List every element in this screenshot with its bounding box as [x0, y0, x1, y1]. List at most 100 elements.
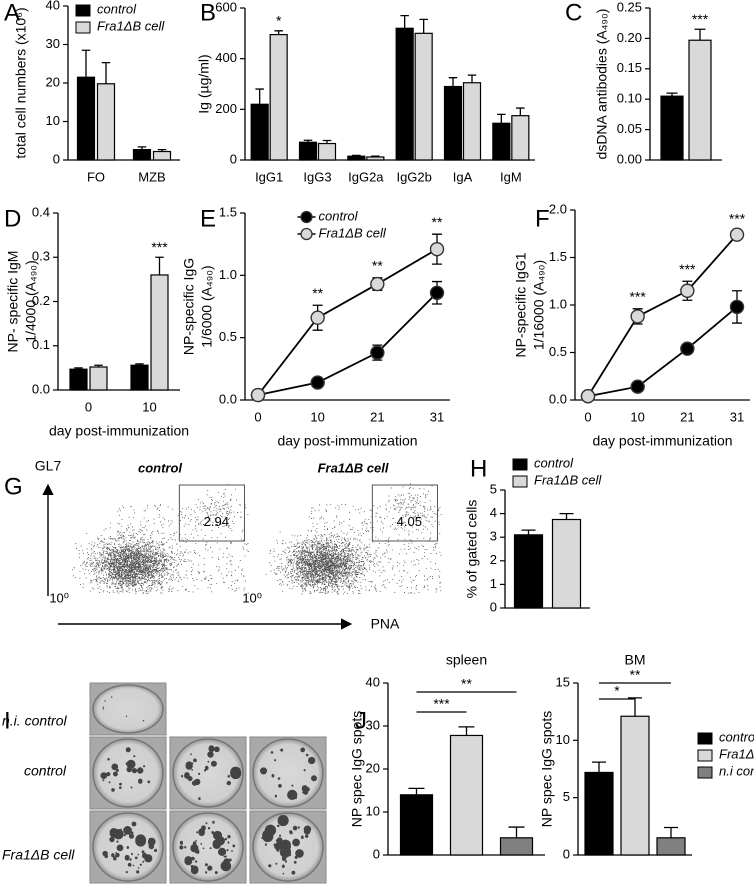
panel-letter: I	[4, 707, 11, 734]
well	[92, 738, 164, 808]
error-bar	[559, 512, 574, 520]
y-tick-label: 0.4	[32, 204, 50, 219]
marker	[429, 285, 445, 300]
y-tick-label: 0.25	[617, 0, 642, 14]
y-axis-label: Ig (µg/ml)	[196, 54, 212, 113]
scatter-dots	[72, 484, 249, 595]
y-tick-label: 2	[490, 552, 497, 567]
bar	[250, 103, 269, 161]
gate	[371, 484, 438, 542]
significance: *	[276, 13, 282, 29]
panel-letter: H	[470, 455, 487, 482]
error-bar	[521, 529, 536, 535]
y-tick-label: 0.10	[617, 91, 642, 106]
legend-swatch	[697, 749, 713, 762]
y-tick-label: 10	[366, 803, 380, 818]
legend-label: control	[319, 208, 359, 223]
bar	[513, 534, 544, 609]
legend-label: control	[534, 455, 574, 470]
y-tick-label: 0.0	[219, 391, 237, 406]
x-tick-label: IgM	[500, 169, 522, 184]
y-tick-label: 0.00	[617, 151, 642, 166]
bar	[395, 27, 414, 161]
y-tick-label: 30	[46, 36, 60, 51]
line	[257, 292, 438, 396]
error-bar	[664, 826, 678, 838]
legend-label: Fra1ΔB cell	[719, 746, 754, 761]
significance: ***	[729, 211, 746, 227]
error-bar	[497, 113, 506, 124]
x-tick-label: IgG2a	[348, 169, 384, 184]
line	[587, 306, 738, 398]
legend-label: control	[97, 1, 137, 16]
significance: **	[630, 667, 641, 683]
y-tick-label: 0	[563, 846, 570, 861]
x-tick-label: 21	[370, 409, 384, 424]
chart-title: BM	[625, 652, 646, 668]
y-tick-label: 1.0	[219, 267, 237, 282]
y-tick-label: 1	[490, 576, 497, 591]
y-tick-label: 0.5	[219, 329, 237, 344]
y-tick-label: 0.05	[617, 121, 642, 136]
significance: **	[372, 258, 383, 274]
well	[172, 812, 244, 882]
spots	[181, 745, 242, 801]
marker	[680, 283, 695, 298]
bar	[511, 115, 530, 161]
y-tick-label: 0	[373, 846, 380, 861]
panel-letter: B	[200, 0, 216, 26]
y-tick-label: 0.20	[617, 30, 642, 45]
legend-label: control	[719, 729, 754, 744]
legend-swatch	[697, 766, 713, 779]
marker	[630, 379, 645, 394]
x-tick-label: FO	[87, 169, 105, 184]
bar	[492, 122, 511, 161]
x-axis-label: day post-immunization	[49, 423, 189, 439]
panel-letter: D	[4, 205, 21, 232]
marker	[370, 276, 385, 292]
error-bar	[274, 30, 283, 35]
error-bar	[137, 146, 147, 150]
marker	[580, 389, 596, 404]
error-bar	[408, 787, 425, 795]
axis-tick-label: 10⁰	[49, 590, 69, 605]
error-bar	[322, 139, 332, 144]
spots	[261, 815, 312, 875]
x-tick-label: 21	[680, 409, 694, 424]
panel-letter: G	[4, 473, 23, 500]
marker	[370, 345, 385, 360]
error-bar	[101, 61, 111, 84]
error-bar	[666, 92, 678, 97]
x-tick-label: IgG3	[303, 169, 331, 184]
y-tick-label: 20	[366, 760, 380, 775]
error-bar	[371, 155, 380, 157]
bar	[660, 95, 684, 161]
marker	[630, 309, 645, 324]
bar	[462, 82, 482, 161]
x-tick-label: 31	[430, 409, 444, 424]
error-bar	[155, 256, 164, 275]
legend-marker	[300, 210, 313, 224]
panel-letter: C	[565, 0, 582, 26]
y-tick-label: 0.15	[617, 60, 642, 75]
error-bar	[694, 28, 706, 41]
bar	[69, 368, 88, 391]
significance: **	[432, 214, 443, 230]
marker	[250, 387, 266, 403]
significance: **	[461, 676, 472, 692]
bar	[317, 142, 337, 161]
bar	[130, 364, 149, 391]
y-tick-label: 1.5	[549, 249, 567, 264]
y-tick-label: 0	[53, 151, 60, 166]
y-tick-label: 600	[215, 0, 237, 14]
y-axis-label: dsDNA antibodies (A₄₉₀)	[594, 9, 610, 160]
y-tick-label: 0.5	[549, 344, 567, 359]
y-axis-label: NP- specific IgM	[5, 251, 21, 353]
bar	[132, 149, 152, 161]
y-tick-label: 40	[366, 674, 380, 689]
panel-letter: F	[535, 205, 550, 232]
legend-marker	[300, 227, 313, 241]
spots	[260, 747, 317, 801]
bar	[150, 274, 169, 391]
y-tick-label: 5	[563, 789, 570, 804]
